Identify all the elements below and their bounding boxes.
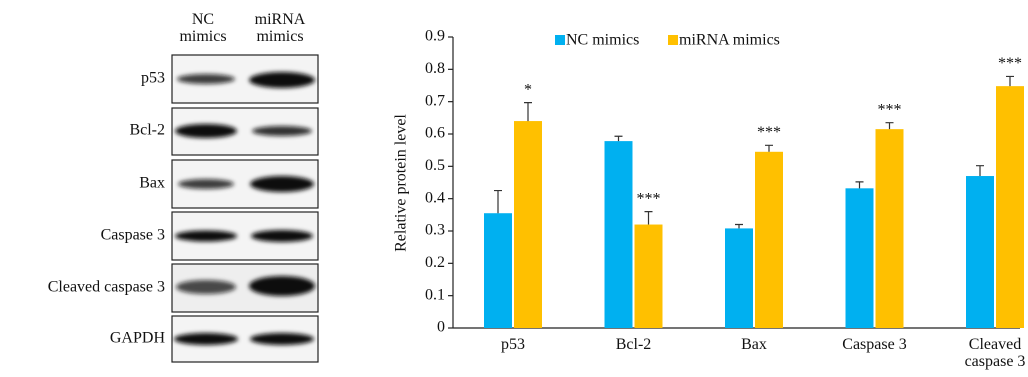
legend-label: NC mimics bbox=[566, 32, 639, 49]
significance-label: *** bbox=[878, 101, 902, 118]
bar bbox=[966, 176, 994, 328]
y-tick-label: 0.8 bbox=[425, 60, 445, 77]
figure: p53 Bcl-2 Bax Caspase 3 Cleaved caspase 3 GAP… bbox=[0, 0, 1028, 377]
y-tick-label: 0.7 bbox=[425, 92, 445, 109]
error-bar bbox=[615, 136, 623, 141]
x-tick-label: Bcl-2 bbox=[594, 336, 674, 353]
bar bbox=[876, 129, 904, 328]
x-tick-label: Caspase 3 bbox=[835, 336, 915, 353]
y-tick-label: 0 bbox=[437, 319, 445, 336]
significance-label: *** bbox=[757, 124, 781, 141]
blot-column-label: miRNA mimics bbox=[248, 11, 312, 45]
error-bar bbox=[856, 182, 864, 188]
y-tick-label: 0.5 bbox=[425, 157, 445, 174]
y-tick-label: 0.4 bbox=[425, 189, 445, 206]
y-tick-label: 0.9 bbox=[425, 28, 445, 45]
bar bbox=[514, 121, 542, 328]
error-bar bbox=[886, 123, 894, 129]
bar bbox=[996, 86, 1024, 328]
error-bar bbox=[735, 225, 743, 229]
significance-label: *** bbox=[998, 55, 1022, 72]
x-tick-label: Bax bbox=[714, 336, 794, 353]
blot-row-label: Caspase 3 bbox=[101, 227, 165, 244]
bar bbox=[605, 141, 633, 328]
legend-label: miRNA mimics bbox=[679, 32, 780, 49]
significance-label: *** bbox=[637, 190, 661, 207]
y-tick-label: 0.2 bbox=[425, 254, 445, 271]
significance-label: * bbox=[524, 81, 532, 98]
error-bar bbox=[1006, 76, 1014, 86]
y-axis-label: Relative protein level bbox=[393, 114, 410, 252]
blot-column-label: NC mimics bbox=[171, 11, 235, 45]
error-bar bbox=[645, 212, 653, 225]
bar bbox=[846, 188, 874, 328]
error-bar bbox=[765, 145, 773, 151]
blot-panel bbox=[172, 55, 318, 362]
error-bar bbox=[976, 166, 984, 176]
error-bar bbox=[524, 103, 532, 121]
legend-swatch bbox=[555, 35, 565, 45]
blot-row-label: Bcl-2 bbox=[129, 122, 165, 139]
chart: p53 Bcl-2 Bax Caspase 3 Cleaved caspase 3 GAP… bbox=[0, 0, 1028, 377]
blot-row-label: p53 bbox=[141, 70, 165, 87]
bar bbox=[484, 213, 512, 328]
x-tick-label: p53 bbox=[473, 336, 553, 353]
y-tick-label: 0.6 bbox=[425, 125, 445, 142]
blot-row-label: Cleaved caspase 3 bbox=[48, 279, 165, 296]
bar bbox=[755, 152, 783, 328]
y-tick-label: 0.3 bbox=[425, 222, 445, 239]
y-tick-label: 0.1 bbox=[425, 286, 445, 303]
error-bar bbox=[494, 191, 502, 214]
x-tick-label: Cleaved caspase 3 bbox=[955, 336, 1028, 370]
blot-row-label: Bax bbox=[139, 175, 165, 192]
bar bbox=[725, 228, 753, 328]
legend-swatch bbox=[668, 35, 678, 45]
blot-row-label: GAPDH bbox=[110, 330, 166, 347]
bar bbox=[635, 225, 663, 328]
